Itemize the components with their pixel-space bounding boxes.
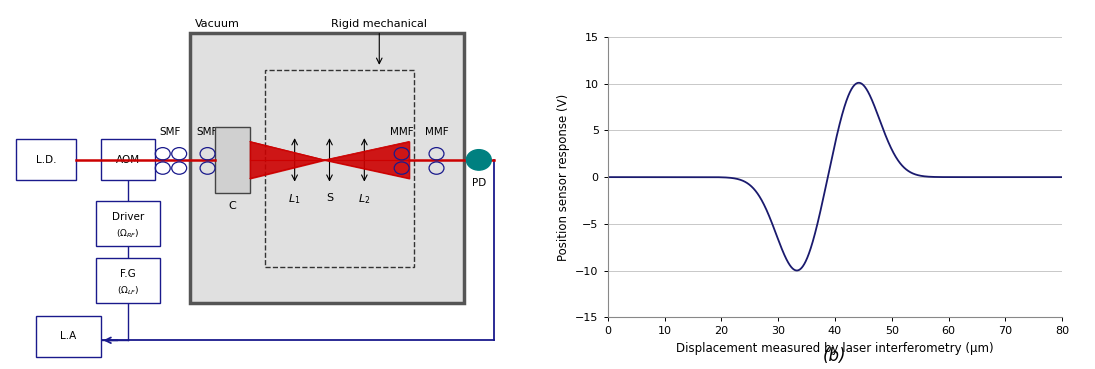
X-axis label: Displacement measured by laser interferometry (μm): Displacement measured by laser interfero… (676, 342, 994, 355)
Text: $L_1$: $L_1$ (288, 193, 301, 207)
Text: PD: PD (472, 178, 486, 188)
Bar (101, 139, 155, 180)
Bar (36, 316, 101, 357)
Text: AOM: AOM (116, 155, 140, 165)
Text: Driver: Driver (112, 212, 145, 222)
Text: L.D.: L.D. (35, 155, 56, 165)
Y-axis label: Position sensor response (V): Position sensor response (V) (556, 93, 569, 261)
Text: MMF: MMF (390, 127, 414, 137)
Text: (b): (b) (822, 347, 846, 365)
Text: C: C (229, 201, 237, 211)
Text: L.A: L.A (60, 331, 77, 341)
Text: ($\Omega_{LF}$): ($\Omega_{LF}$) (117, 284, 139, 297)
Text: MMF: MMF (425, 127, 448, 137)
Text: ($\Omega_{RF}$): ($\Omega_{RF}$) (116, 227, 140, 239)
Circle shape (466, 150, 492, 170)
Text: SMF: SMF (197, 127, 218, 137)
Text: Vacuum: Vacuum (195, 19, 240, 29)
Text: F.G: F.G (120, 269, 136, 279)
Text: S: S (326, 193, 333, 203)
Text: $L_2$: $L_2$ (358, 193, 370, 207)
Text: SMF: SMF (160, 127, 181, 137)
Bar (95, 258, 160, 303)
Bar (215, 127, 250, 193)
Bar (265, 70, 414, 266)
Text: Rigid mechanical: Rigid mechanical (332, 19, 427, 29)
Bar (16, 139, 76, 180)
Bar (95, 201, 160, 246)
Bar (191, 33, 464, 303)
